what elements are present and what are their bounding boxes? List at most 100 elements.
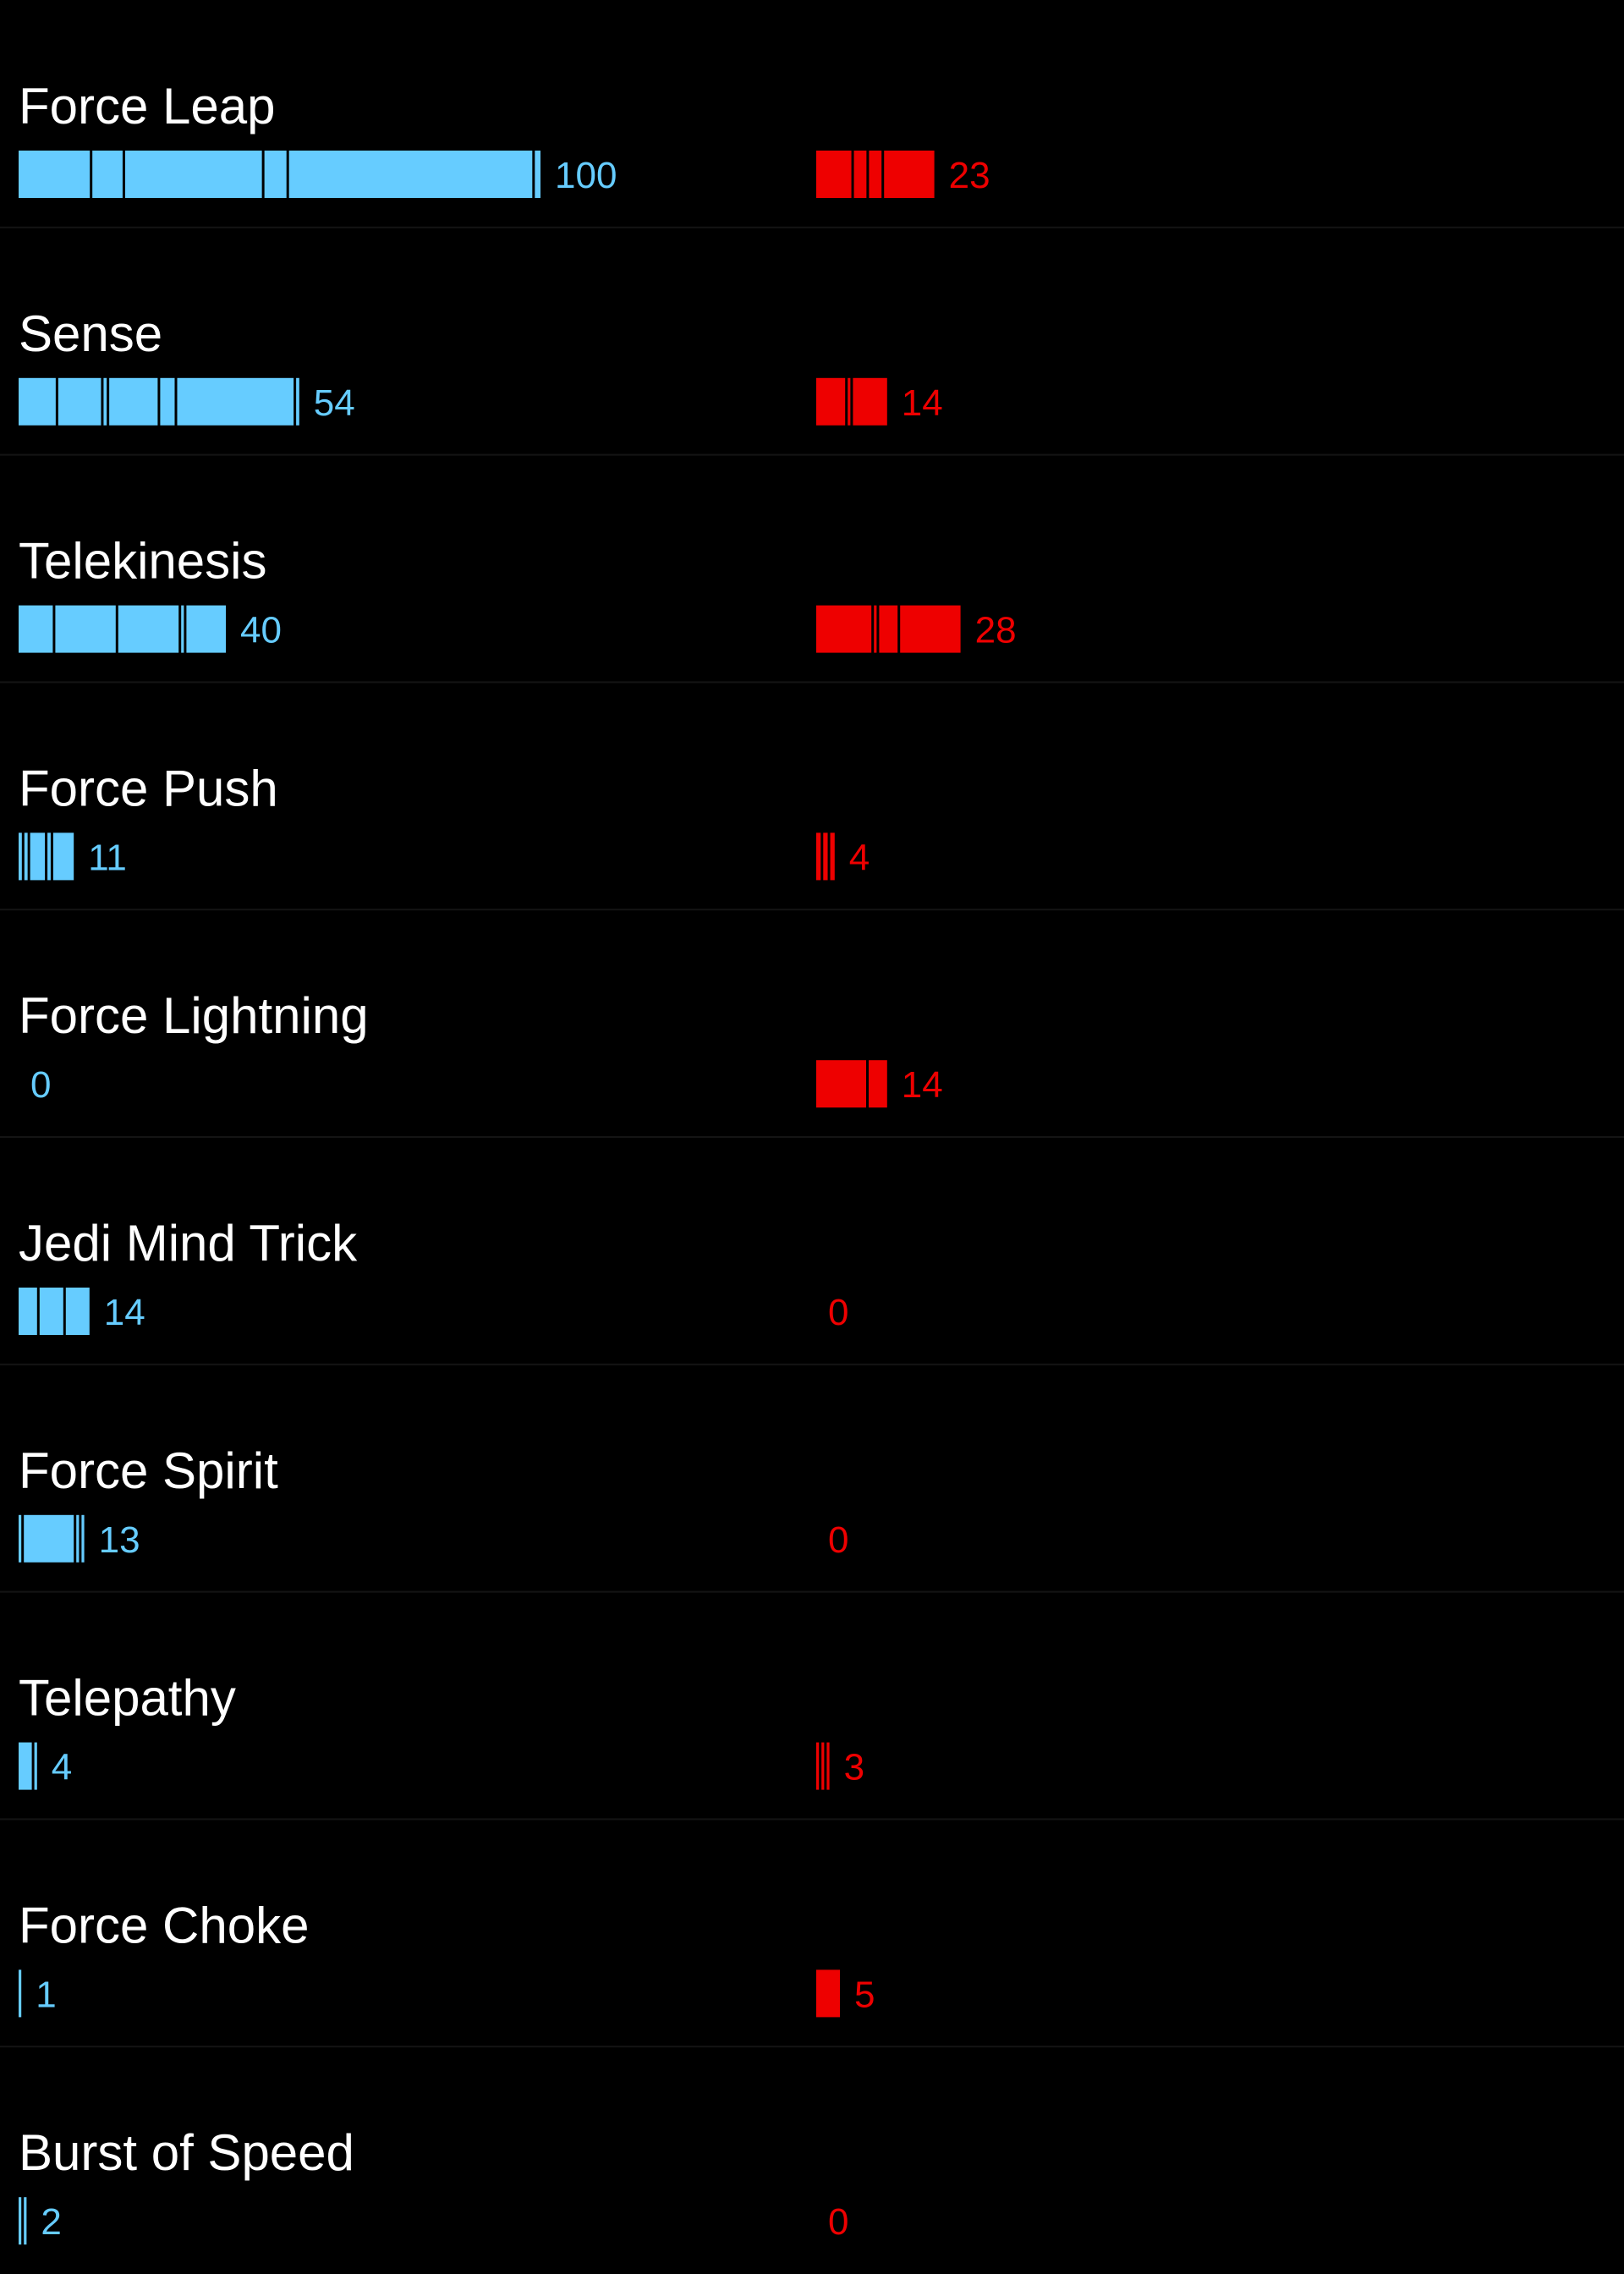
row-label: Jedi Mind Trick: [19, 1215, 358, 1272]
dark-value-label: 28: [975, 610, 1017, 651]
light-value-label: 13: [99, 1519, 140, 1561]
dark-value-label: 23: [949, 155, 990, 196]
light-bar-row-6: 13: [19, 1514, 140, 1563]
light-value-label: 1: [36, 1974, 56, 2015]
light-bar-segment: [55, 605, 116, 653]
row-label: Force Leap: [19, 78, 276, 135]
dark-bar-row-2: 28: [816, 605, 1017, 653]
light-bar-segment: [19, 151, 91, 198]
row-divider: [0, 1136, 1624, 1138]
chart-row: Force Choke 1 5: [0, 1897, 1624, 2048]
dark-value-label: 0: [828, 1292, 848, 1333]
light-value-label: 40: [240, 610, 282, 651]
light-bar-segment: [92, 151, 123, 198]
dark-value-label: 5: [854, 1974, 875, 2015]
light-bar-segment: [264, 151, 287, 198]
dark-bar-segment: [816, 377, 846, 426]
chart-row: Force Lightning 0 14: [0, 987, 1624, 1138]
row-label: Force Choke: [19, 1897, 309, 1953]
dark-bar-segment: [830, 832, 835, 881]
light-bar-row-9: 2: [19, 2197, 62, 2245]
row-divider: [0, 1590, 1624, 1593]
dark-bar-segment: [869, 151, 882, 198]
light-bar-row-4: 0: [30, 1064, 51, 1106]
light-bar-row-8: 1: [19, 1969, 57, 2018]
dark-bar-row-9: 0: [828, 2201, 848, 2243]
light-bar-segment: [52, 832, 74, 881]
light-bar-segment: [19, 1288, 37, 1335]
row-divider: [0, 2046, 1624, 2048]
dark-bar-row-8: 5: [816, 1969, 875, 2018]
light-bar-row-7: 4: [19, 1742, 72, 1790]
chart-row: Force Push 11 4: [0, 760, 1624, 911]
dark-bar-row-7: 3: [816, 1742, 864, 1790]
light-value-label: 11: [88, 837, 127, 878]
light-bar-segment: [47, 832, 51, 881]
light-bar-segment: [19, 1514, 22, 1563]
light-bar-segment: [81, 1514, 85, 1563]
light-value-label: 0: [30, 1064, 51, 1106]
row-divider: [0, 453, 1624, 456]
light-bar-row-2: 40: [19, 605, 282, 653]
light-value-label: 100: [555, 155, 617, 196]
dark-value-label: 14: [902, 1064, 943, 1106]
dark-bar-segment: [879, 605, 898, 653]
dark-bar-segment: [816, 832, 821, 881]
light-bar-segment: [24, 2197, 27, 2245]
dark-bar-segment: [848, 377, 851, 426]
chart-row: Jedi Mind Trick 14 0: [0, 1215, 1624, 1365]
light-value-label: 14: [104, 1292, 145, 1333]
row-label: Sense: [19, 305, 162, 362]
row-label: Force Spirit: [19, 1442, 278, 1499]
dark-bar-segment: [869, 1060, 887, 1108]
light-bar-segment: [186, 605, 226, 653]
row-divider: [0, 226, 1624, 228]
row-label: Telepathy: [19, 1670, 236, 1727]
light-bar-segment: [19, 1742, 32, 1790]
light-bar-segment: [19, 832, 22, 881]
dark-bar-segment: [826, 1742, 830, 1790]
light-value-label: 54: [314, 382, 355, 424]
dark-bar-segment: [816, 1742, 820, 1790]
dark-bar-segment: [816, 605, 872, 653]
chart-row: Sense 54 14: [0, 305, 1624, 456]
dark-bar-row-5: 0: [828, 1292, 848, 1333]
dark-bar-row-4: 14: [816, 1060, 943, 1108]
light-bar-segment: [181, 605, 184, 653]
light-bar-segment: [24, 832, 28, 881]
light-bar-segment: [19, 2197, 22, 2245]
row-divider: [0, 1363, 1624, 1365]
light-bar-row-1: 54: [19, 377, 355, 426]
light-bar-segment: [58, 377, 102, 426]
row-label: Telekinesis: [19, 533, 266, 590]
light-bar-segment: [288, 151, 533, 198]
light-bar-segment: [177, 377, 294, 426]
row-label: Force Lightning: [19, 987, 369, 1044]
dark-bar-row-6: 0: [828, 1519, 848, 1561]
dark-value-label: 14: [902, 382, 943, 424]
chart-row: Force Leap 100 23: [0, 78, 1624, 228]
dark-bar-segment: [900, 605, 961, 653]
dark-bar-row-0: 23: [816, 151, 990, 198]
row-label: Force Push: [19, 760, 278, 816]
light-bar-segment: [76, 1514, 80, 1563]
light-bar-segment: [103, 377, 107, 426]
row-divider: [0, 681, 1624, 684]
light-bar-segment: [109, 377, 158, 426]
light-bar-row-5: 14: [19, 1288, 145, 1335]
light-bar-segment: [34, 1742, 37, 1790]
dark-bar-segment: [853, 377, 887, 426]
dark-bar-segment: [816, 1060, 866, 1108]
light-bar-segment: [39, 1288, 63, 1335]
chart-row: Burst of Speed 2 0: [19, 2124, 848, 2245]
row-label: Burst of Speed: [19, 2124, 354, 2181]
chart-row: Force Spirit 13 0: [0, 1442, 1624, 1593]
light-bar-segment: [19, 1969, 22, 2018]
light-bar-segment: [296, 377, 299, 426]
dark-bar-segment: [874, 605, 877, 653]
dark-bar-row-1: 14: [816, 377, 943, 426]
light-bar-segment: [24, 1514, 74, 1563]
dark-bar-segment: [823, 832, 828, 881]
chart-row: Telepathy 4 3: [0, 1670, 1624, 1821]
